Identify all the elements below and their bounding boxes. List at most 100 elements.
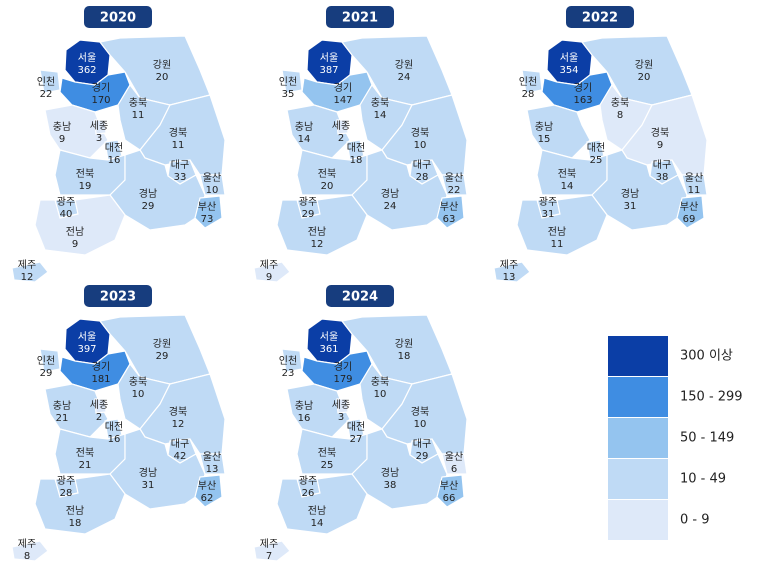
legend-label: 50 - 149 [680, 431, 734, 446]
year-label: 2023 [100, 290, 136, 305]
year-label: 2020 [100, 11, 136, 26]
region-name: 강원 [153, 59, 171, 71]
region-name: 대구 [413, 438, 431, 450]
region [44, 383, 109, 438]
region-name: 충북 [371, 97, 389, 109]
region-value: 33 [174, 172, 187, 183]
region-value: 13 [503, 272, 516, 283]
region-value: 7 [266, 551, 272, 562]
region-name: 경남 [381, 466, 399, 479]
region-value: 10 [206, 185, 219, 196]
region-value: 29 [40, 368, 53, 379]
map: 2020서울362인천22경기170강원20충북11충남9대전16경북11대구3… [11, 6, 226, 283]
region-name: 경기 [92, 81, 110, 94]
region-name: 울산 [203, 451, 221, 463]
region-name: 충남 [53, 121, 71, 133]
region-value: 15 [538, 134, 551, 145]
region-name: 부산 [198, 480, 216, 492]
legend-label: 0 - 9 [680, 513, 710, 528]
region-value: 9 [72, 239, 78, 250]
region-value: 11 [172, 140, 185, 151]
region [436, 195, 465, 229]
region-name: 강원 [635, 59, 653, 71]
region-name: 서울 [78, 52, 96, 64]
region-value: 14 [311, 518, 324, 529]
region-name: 경기 [574, 81, 592, 94]
region [516, 194, 608, 256]
legend-swatch [608, 418, 668, 458]
region-value: 29 [156, 351, 169, 362]
region-name: 경남 [621, 187, 639, 200]
region-name: 충남 [295, 121, 313, 133]
region [199, 174, 226, 196]
region [34, 473, 126, 535]
region-value: 181 [91, 374, 110, 385]
region-value: 31 [624, 201, 637, 212]
region-value: 31 [542, 209, 555, 220]
region-value: 170 [91, 95, 110, 106]
region-value: 14 [374, 110, 387, 121]
region-name: 서울 [560, 52, 578, 64]
region [194, 474, 223, 508]
region [681, 174, 708, 196]
region-name: 광주 [57, 475, 75, 487]
region-name: 부산 [680, 201, 698, 213]
region-value: 31 [142, 480, 155, 491]
region-name: 충남 [535, 121, 553, 133]
region-value: 9 [266, 272, 272, 283]
region-value: 24 [384, 201, 397, 212]
region-name: 광주 [299, 196, 317, 208]
region-name: 전남 [66, 226, 84, 238]
year-label: 2024 [342, 290, 378, 305]
region-value: 29 [142, 201, 155, 212]
region-name: 경북 [169, 126, 187, 139]
region-name: 대구 [171, 438, 189, 450]
region-name: 대전 [347, 421, 365, 433]
map: 2021서울387인천35경기147강원24충북14충남14대전18경북10대구… [253, 6, 468, 283]
region-value: 16 [108, 434, 121, 445]
region [336, 398, 349, 414]
region [286, 383, 351, 438]
region-value: 28 [416, 172, 429, 183]
region-name: 광주 [299, 475, 317, 487]
region [34, 194, 126, 256]
region-value: 13 [206, 464, 219, 475]
region-name: 세종 [90, 399, 108, 411]
region-value: 354 [559, 65, 578, 76]
region-value: 28 [60, 488, 73, 499]
region [286, 104, 351, 159]
region-name: 광주 [539, 196, 557, 208]
region-value: 163 [573, 95, 592, 106]
region-value: 9 [657, 140, 663, 151]
map: 2023서울397인천29경기181강원29충북10충남21대전16경북12대구… [11, 285, 226, 562]
region-value: 22 [448, 185, 461, 196]
region-value: 26 [302, 488, 315, 499]
region-name: 세종 [332, 120, 350, 132]
region-name: 인천 [519, 76, 537, 88]
legend-label: 300 이상 [680, 349, 733, 364]
region-value: 16 [298, 413, 311, 424]
region-value: 8 [24, 551, 30, 562]
region-name: 세종 [90, 120, 108, 132]
year-badge [84, 6, 152, 28]
region-value: 25 [590, 155, 603, 166]
region-name: 충북 [129, 376, 147, 388]
region [441, 453, 468, 475]
region-name: 경북 [411, 405, 429, 418]
region-value: 29 [416, 451, 429, 462]
region-name: 부산 [198, 201, 216, 213]
region-name: 서울 [78, 331, 96, 343]
region-name: 전북 [76, 447, 94, 459]
region [94, 398, 107, 414]
region-value: 11 [132, 110, 145, 121]
region-name: 광주 [57, 196, 75, 208]
region [493, 261, 531, 283]
region-value: 397 [77, 344, 96, 355]
year-badge [326, 285, 394, 307]
region-name: 대전 [105, 421, 123, 433]
region-name: 전남 [66, 505, 84, 517]
region [253, 540, 291, 562]
region-value: 21 [56, 413, 69, 424]
region-name: 대구 [413, 159, 431, 171]
